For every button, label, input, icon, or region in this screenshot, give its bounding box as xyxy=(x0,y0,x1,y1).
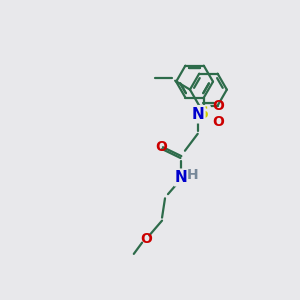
Text: N: N xyxy=(191,107,204,122)
Text: O: O xyxy=(212,115,224,129)
Text: O: O xyxy=(212,99,224,112)
Text: O: O xyxy=(140,232,152,246)
Text: H: H xyxy=(187,168,199,182)
Text: O: O xyxy=(155,140,167,154)
Text: N: N xyxy=(175,170,188,185)
Text: S: S xyxy=(198,106,209,122)
